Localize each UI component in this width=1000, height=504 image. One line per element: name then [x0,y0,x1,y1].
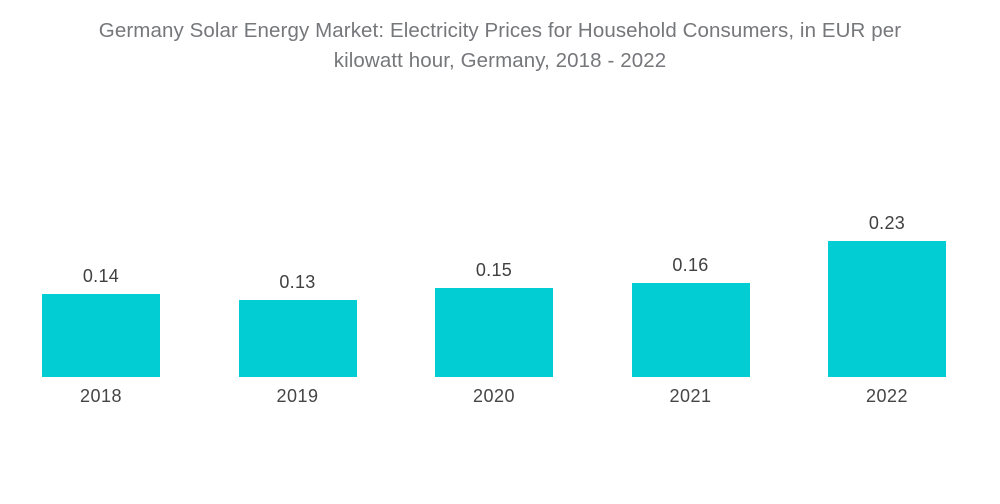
chart-title: Germany Solar Energy Market: Electricity… [30,16,970,76]
bar-group-2020: 0.15 2020 [435,260,553,406]
year-label-2022: 2022 [865,386,909,406]
bar-group-2018: 0.14 2018 [42,266,160,406]
chart-title-line1: Germany Solar Energy Market: Electricity… [98,19,902,42]
year-label-2018: 2018 [79,386,123,406]
bar-2019 [238,300,357,377]
bar-group-2021: 0.16 2021 [631,255,750,406]
bar-2020 [435,288,553,377]
bar-2022 [828,241,946,377]
plot-area: 0.14 2018 0.13 2019 0.15 2020 0.16 2021 0.23 2022 [42,213,946,406]
value-label-2020: 0.15 [475,260,513,280]
value-label-2021: 0.16 [672,255,709,275]
year-label-2019: 2019 [276,386,319,406]
value-label-2019: 0.13 [279,272,316,292]
bar-2018 [42,294,160,377]
year-label-2020: 2020 [472,386,516,406]
chart-title-line2: kilowatt hour, Germany, 2018 - 2022 [333,49,667,72]
year-label-2021: 2021 [669,386,712,406]
bar-2021 [631,283,750,377]
bar-group-2022: 0.23 2022 [828,213,946,406]
value-label-2018: 0.14 [82,266,120,286]
value-label-2022: 0.23 [868,213,906,233]
bar-group-2019: 0.13 2019 [238,272,357,406]
